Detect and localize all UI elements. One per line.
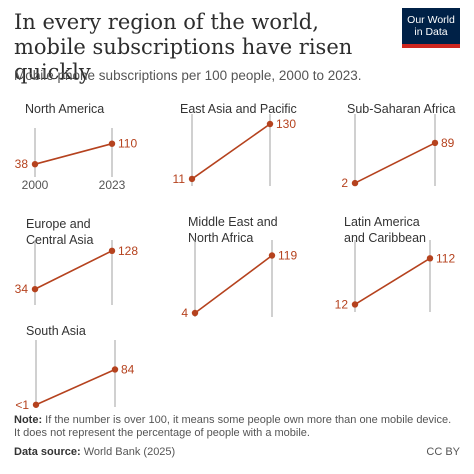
value-label-2023-sub-saharan-africa: 89 [441, 136, 455, 150]
point-2000-latin-america-and-caribbean [351, 301, 359, 308]
series-line-south-asia [35, 368, 116, 406]
point-2000-europe-and-central-asia [31, 285, 39, 293]
value-label-2000-latin-america-and-caribbean: 12 [335, 297, 349, 311]
value-label-2023-latin-america-and-caribbean: 112 [436, 251, 455, 265]
value-label-2000-east-asia-and-pacific: 11 [173, 172, 186, 186]
chart-title: In every region of the world, mobile sub… [14, 10, 353, 84]
x-tick-label-2023: 2023 [99, 178, 126, 192]
panel-title-latin-america-and-caribbean: and Caribbean [344, 231, 426, 245]
value-label-2023-south-asia: 84 [121, 362, 135, 376]
panel-title-middle-east-and-north-africa: North Africa [188, 231, 253, 245]
point-2023-europe-and-central-asia [108, 247, 116, 255]
value-label-2000-sub-saharan-africa: 2 [341, 176, 348, 190]
point-2023-sub-saharan-africa [431, 139, 439, 147]
point-2000-north-america [31, 160, 39, 168]
note-text: If the number is over 100, it means some… [14, 414, 452, 439]
panel-title-europe-and-central-asia: Europe and [26, 217, 91, 231]
series-line-latin-america-and-caribbean [354, 257, 431, 306]
value-label-2000-south-asia: <1 [15, 398, 29, 412]
series-line-east-asia-and-pacific [191, 123, 271, 180]
license-link[interactable]: CC BY [426, 446, 460, 458]
panel-title-north-america: North America [25, 102, 104, 116]
point-2023-south-asia [111, 366, 119, 373]
source-link[interactable]: World Bank (2025) [80, 446, 176, 458]
point-2023-north-america [108, 140, 116, 147]
logo-accent-bar [402, 44, 460, 48]
series-line-middle-east-and-north-africa [194, 254, 273, 314]
point-2000-middle-east-and-north-africa [191, 309, 199, 317]
value-label-2023-middle-east-and-north-africa: 119 [278, 249, 297, 263]
owid-logo[interactable]: Our World in Data [402, 8, 460, 48]
value-label-2000-north-america: 38 [15, 157, 29, 171]
data-source: Data source: World Bank (2025) [14, 446, 460, 459]
point-2000-east-asia-and-pacific [188, 175, 196, 183]
chart-subtitle: Mobile phone subscriptions per 100 peopl… [14, 68, 362, 83]
point-2000-south-asia [32, 401, 40, 408]
panel-title-east-asia-and-pacific: East Asia and Pacific [180, 102, 297, 116]
point-2023-middle-east-and-north-africa [268, 252, 276, 259]
panel-title-middle-east-and-north-africa: Middle East and [188, 215, 278, 229]
panel-title-south-asia: South Asia [26, 324, 86, 338]
chart-note: Note: If the number is over 100, it mean… [14, 414, 460, 440]
series-line-sub-saharan-africa [354, 142, 436, 184]
value-label-2023-east-asia-and-pacific: 130 [276, 117, 296, 131]
series-line-north-america [34, 142, 113, 165]
series-line-europe-and-central-asia [34, 250, 113, 290]
panel-title-europe-and-central-asia: Central Asia [26, 233, 93, 247]
point-2000-sub-saharan-africa [351, 179, 359, 187]
x-tick-label-2000: 2000 [22, 178, 49, 192]
point-2023-latin-america-and-caribbean [426, 255, 434, 262]
point-2023-east-asia-and-pacific [266, 120, 274, 128]
value-label-2023-north-america: 110 [118, 137, 137, 151]
panel-title-latin-america-and-caribbean: Latin America [344, 215, 420, 229]
logo-line-2: in Data [414, 26, 448, 38]
logo-line-1: Our World [407, 14, 455, 26]
value-label-2000-middle-east-and-north-africa: 4 [181, 306, 188, 320]
value-label-2023-europe-and-central-asia: 128 [118, 244, 138, 258]
source-label: Data source: [14, 446, 81, 458]
panel-title-sub-saharan-africa: Sub-Saharan Africa [347, 102, 455, 116]
value-label-2000-europe-and-central-asia: 34 [15, 282, 29, 296]
note-label: Note: [14, 414, 43, 426]
